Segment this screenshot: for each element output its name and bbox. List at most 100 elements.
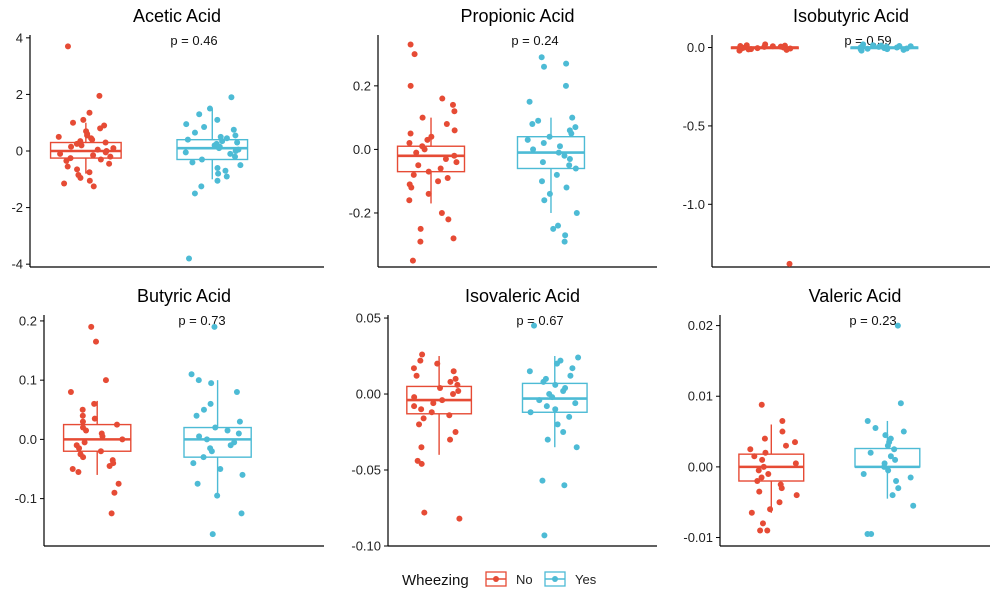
data-point <box>526 368 533 375</box>
data-point <box>415 162 422 169</box>
data-point <box>89 136 96 143</box>
data-point <box>232 148 239 154</box>
data-point <box>428 409 435 416</box>
data-point <box>419 351 426 358</box>
y-tick-label: 0.0 <box>19 432 37 447</box>
panel-isovaleric-acid: Isovaleric Acid 0.05 0.00 -0.05 -0.10 p = 0.6… <box>351 286 657 554</box>
data-point <box>538 54 545 61</box>
data-point <box>751 453 758 460</box>
data-point <box>195 377 202 384</box>
data-point <box>418 406 425 413</box>
data-point <box>86 109 93 116</box>
data-point <box>413 149 420 156</box>
y-tick-label: 4 <box>16 30 23 45</box>
y-tick-label: 0.0 <box>353 142 371 157</box>
data-point <box>527 409 534 416</box>
data-point <box>108 510 115 517</box>
data-point <box>560 429 567 436</box>
data-point <box>447 436 454 443</box>
data-point <box>452 375 459 382</box>
data-point <box>893 478 900 485</box>
data-point <box>793 492 800 499</box>
data-point <box>445 216 452 223</box>
data-point <box>102 149 109 156</box>
data-point <box>554 421 561 428</box>
data-point <box>219 138 226 145</box>
data-point <box>99 433 106 440</box>
data-point <box>884 442 891 449</box>
data-point <box>778 485 785 492</box>
data-point <box>892 456 899 463</box>
data-point <box>57 150 64 157</box>
data-point <box>567 372 574 379</box>
data-point <box>882 432 889 439</box>
data-point <box>200 454 207 461</box>
data-point <box>90 152 97 159</box>
data-point <box>406 140 413 147</box>
box-no <box>62 323 132 517</box>
data-point <box>572 165 579 172</box>
data-point <box>539 477 546 484</box>
data-point <box>79 418 86 425</box>
data-point <box>767 506 774 513</box>
data-point <box>792 460 799 467</box>
data-point <box>754 478 761 485</box>
data-point <box>761 43 768 50</box>
data-point <box>106 160 113 167</box>
data-point <box>786 260 793 267</box>
data-point <box>211 323 218 330</box>
data-point <box>555 149 562 156</box>
data-point <box>526 98 533 105</box>
data-point <box>540 140 547 147</box>
data-point <box>418 460 425 467</box>
data-point <box>194 480 201 487</box>
data-point <box>408 184 415 191</box>
data-point <box>91 400 98 407</box>
data-point <box>531 322 538 329</box>
data-point <box>867 449 874 456</box>
data-point <box>562 82 569 89</box>
legend-key-yes <box>544 571 566 587</box>
y-tick-label: -0.10 <box>351 539 381 554</box>
data-point <box>864 530 871 537</box>
data-point <box>455 387 462 394</box>
data-point <box>452 429 459 436</box>
legend-point <box>552 576 558 582</box>
data-point <box>779 428 786 435</box>
data-point <box>450 368 457 375</box>
data-point <box>86 169 93 176</box>
data-point <box>68 143 75 150</box>
panel-title: Valeric Acid <box>809 286 902 306</box>
data-point <box>864 45 871 52</box>
data-point <box>572 124 579 131</box>
data-point <box>425 190 432 197</box>
data-point <box>419 114 426 121</box>
panel-title: Butyric Acid <box>137 286 231 306</box>
data-point <box>209 531 216 538</box>
data-point <box>572 400 579 407</box>
data-point <box>208 448 215 455</box>
data-point <box>900 46 907 53</box>
data-point <box>550 225 557 232</box>
data-point <box>435 178 442 185</box>
data-point <box>237 162 244 169</box>
data-point <box>875 43 882 50</box>
data-point <box>417 357 424 364</box>
data-point <box>214 116 221 123</box>
data-point <box>67 389 74 395</box>
data-point <box>234 139 241 146</box>
data-point <box>227 442 234 449</box>
data-point <box>233 389 240 395</box>
data-point <box>407 41 414 48</box>
data-point <box>860 470 867 477</box>
data-point <box>418 444 425 451</box>
data-point <box>232 153 239 160</box>
data-point <box>872 425 879 432</box>
data-point <box>779 417 786 424</box>
data-point <box>75 468 82 475</box>
data-point <box>113 421 120 428</box>
data-point <box>97 156 104 163</box>
data-point <box>91 415 98 422</box>
data-point <box>61 180 68 187</box>
data-point <box>555 222 562 229</box>
